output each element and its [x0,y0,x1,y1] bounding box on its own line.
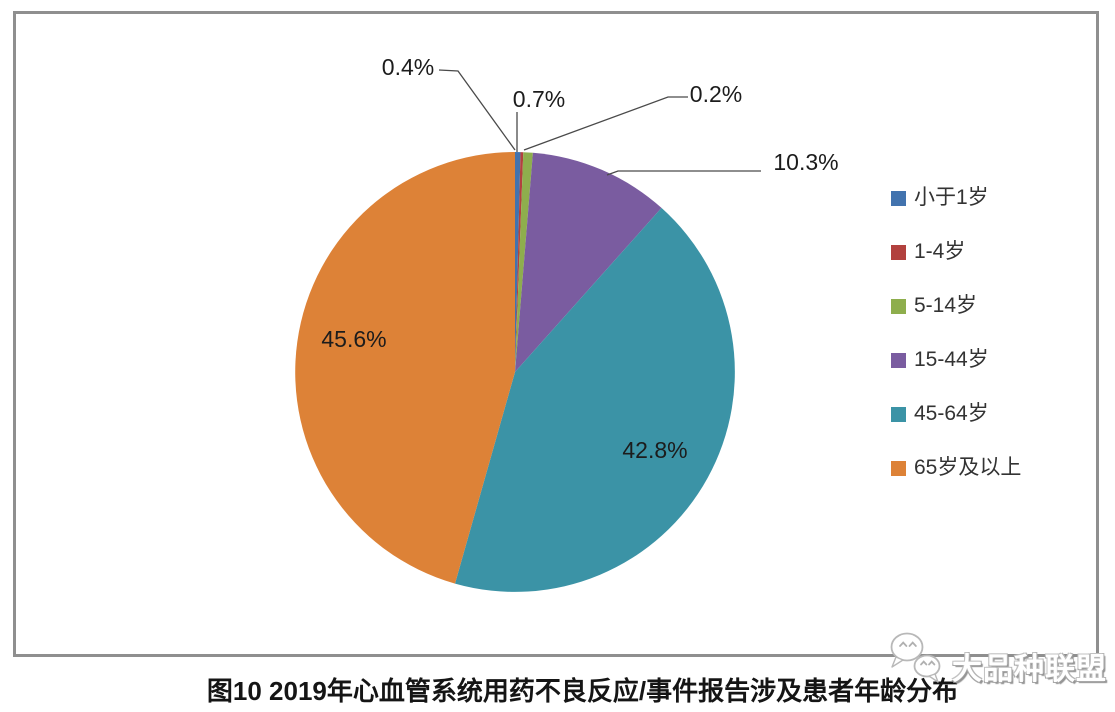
chat-bubbles-icon [890,632,941,683]
legend-label: 1-4岁 [914,240,966,263]
legend-marker [891,352,906,368]
legend-label: 5-14岁 [914,294,978,317]
legend-marker [891,190,906,206]
legend-label: 45-64岁 [914,402,989,425]
legend-label: 65岁及以上 [914,456,1022,479]
legend-label: 小于1岁 [914,186,989,209]
slice-label: 0.7% [513,86,565,112]
pie-slice [295,152,515,584]
pie-slice [515,152,521,372]
slice-label: 10.3% [773,149,838,175]
pie-slice [515,152,533,372]
slice-label: 0.4% [382,54,434,80]
leader-line [606,170,761,176]
leader-line [438,69,516,151]
legend-marker [891,460,906,476]
legend-label: 15-44岁 [914,348,989,371]
legend-marker [891,406,906,422]
pie-slice [515,152,524,372]
leader-line [523,96,688,151]
figure-caption: 图10 2019年心血管系统用药不良反应/事件报告涉及患者年龄分布 [206,676,959,706]
legend-item-5-14: 5-14岁 [891,294,1021,318]
pie-slice [515,152,662,372]
slice-label: 42.8% [622,437,687,463]
watermark: 大品种联盟 [882,630,1107,688]
pie-slice [455,207,735,592]
legend-item-65-plus: 65岁及以上 [891,456,1021,480]
legend-item-1-4: 1-4岁 [891,240,1021,264]
legend-item-under-1: 小于1岁 [891,186,1021,210]
legend-item-45-64: 45-64岁 [891,402,1021,426]
legend-marker [891,244,906,260]
legend-item-15-44: 15-44岁 [891,348,1021,372]
legend-marker [891,298,906,314]
slice-label: 45.6% [321,326,386,352]
legend: 小于1岁 1-4岁 5-14岁 15-44岁 45-64岁 65岁及以上 [891,186,1021,480]
watermark-text: 大品种联盟 [952,653,1107,686]
slice-label: 0.2% [690,81,742,107]
